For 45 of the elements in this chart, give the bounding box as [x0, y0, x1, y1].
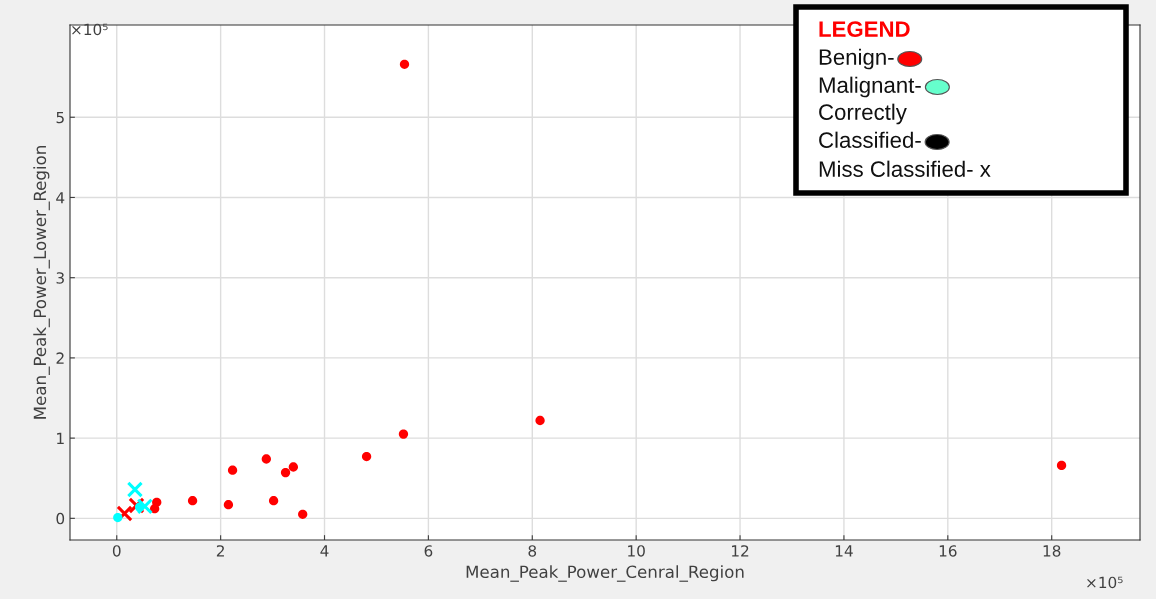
point [398, 429, 409, 439]
point [268, 496, 279, 506]
annotation: Correctly [819, 103, 907, 125]
y-axis-title: Mean_Peak_Power_Lower_Region [33, 146, 50, 419]
x-tick-label: 18 [1043, 545, 1061, 557]
x-tick-label: 12 [732, 545, 749, 557]
point [298, 509, 308, 519]
x-tick-label: 0 [112, 545, 121, 557]
point [227, 465, 238, 475]
point [399, 59, 410, 69]
y-tick-label: 3 [56, 272, 64, 284]
annotation: Classified- [819, 131, 921, 148]
point [126, 481, 144, 498]
x-tick-label: 4 [320, 545, 329, 557]
point [280, 467, 291, 478]
point [128, 497, 145, 514]
annotation: ×10⁵ [72, 23, 108, 36]
y-tick-label: 5 [56, 111, 64, 124]
point [187, 496, 198, 506]
point [535, 415, 545, 426]
point [116, 505, 133, 522]
point [261, 454, 271, 464]
point [150, 504, 160, 514]
x-tick-label: 10 [628, 545, 645, 557]
x-tick-label: 16 [939, 545, 957, 557]
annotation: Miss Classified- x [819, 160, 991, 177]
annotation: LEGEND [819, 21, 910, 37]
point [288, 462, 299, 472]
x-tick-label: 2 [216, 545, 224, 557]
point [136, 498, 153, 515]
y-tick-label: 4 [56, 192, 65, 204]
x-axis-title: Mean_Peak_Power_Cenral_Region [466, 565, 744, 582]
y-tick-label: 1 [57, 432, 64, 444]
annotation: Malignant- [819, 76, 921, 98]
point [223, 500, 234, 510]
point [361, 451, 372, 462]
y-tick-label: 2 [56, 352, 64, 364]
x-tick-label: 8 [528, 545, 537, 557]
y-tick-label: 0 [56, 512, 65, 525]
x-tick-label: 6 [424, 545, 433, 557]
point [113, 512, 123, 523]
point [1056, 460, 1067, 471]
text: ×10⁵ [1087, 576, 1123, 589]
annotation: Benign- [819, 48, 894, 70]
x-tick-label: 14 [835, 545, 853, 557]
